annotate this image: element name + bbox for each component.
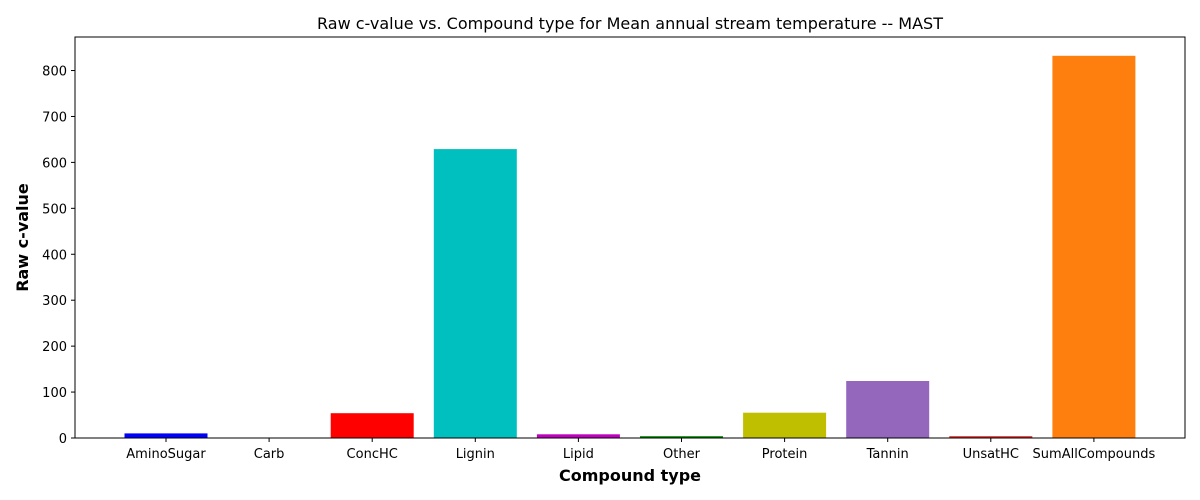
y-axis-title: Raw c-value [13, 183, 32, 292]
y-tick-label: 0 [59, 432, 67, 447]
x-tick-label: Protein [762, 447, 808, 462]
x-tick-label: ConcHC [347, 447, 398, 462]
y-axis-ticks: 0 100 200 300 400 500 600 700 800 [42, 65, 75, 447]
y-tick-label: 500 [42, 202, 67, 217]
x-tick-label: AminoSugar [126, 447, 206, 462]
bars-group [124, 55, 1136, 439]
y-tick-label: 200 [42, 340, 67, 355]
plot-frame [74, 36, 1186, 439]
y-tick-label: 100 [42, 386, 67, 401]
x-tick-label: Other [663, 447, 701, 462]
bar-conchc [330, 413, 414, 438]
y-tick-label: 700 [42, 110, 67, 125]
bar-lipid [536, 434, 620, 438]
x-tick-label: Carb [254, 447, 285, 462]
y-tick-label: 600 [42, 156, 67, 171]
chart-title: Raw c-value vs. Compound type for Mean a… [317, 14, 943, 33]
bar-unsathc [949, 436, 1033, 438]
x-axis-ticks: AminoSugar Carb ConcHC Lignin Lipid Other Prot… [126, 438, 1155, 462]
x-axis-title: Compound type [559, 466, 701, 485]
bar-other [640, 436, 723, 438]
bar-aminosugar [124, 433, 208, 438]
x-tick-label: SumAllCompounds [1033, 447, 1156, 462]
x-tick-label: Tannin [866, 447, 909, 462]
bar-protein [743, 412, 827, 438]
x-tick-label: Lignin [456, 447, 495, 462]
x-tick-label: Lipid [563, 447, 594, 462]
y-tick-label: 400 [42, 248, 67, 263]
x-tick-label: UnsatHC [963, 447, 1019, 462]
y-tick-label: 300 [42, 294, 67, 309]
bar-sumallcompounds [1052, 55, 1136, 439]
bar-tannin [846, 381, 930, 438]
bar-lignin [433, 149, 517, 438]
y-tick-label: 800 [42, 65, 67, 80]
